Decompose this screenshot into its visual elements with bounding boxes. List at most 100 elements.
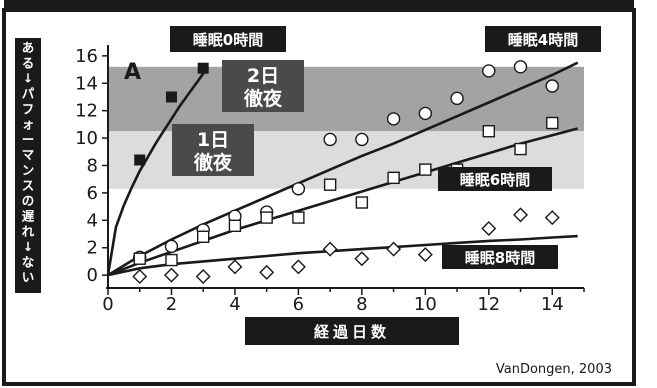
- data-point: [197, 62, 209, 74]
- points-layer: [132, 60, 560, 285]
- data-point: [418, 106, 433, 121]
- x-tick-label: 14: [541, 294, 564, 315]
- data-point: [259, 264, 275, 280]
- data-point: [355, 196, 369, 209]
- y-tick-label: 12: [75, 101, 98, 122]
- xlabel-box: [245, 317, 459, 345]
- series-badge: [170, 26, 286, 52]
- data-point: [196, 230, 210, 243]
- x-tick-label: 0: [102, 294, 113, 315]
- data-point: [164, 239, 179, 254]
- y-tick-label: 2: [87, 238, 98, 259]
- data-point: [355, 132, 369, 147]
- band-label-box: [172, 124, 254, 176]
- y-axis-label-char: ォ: [22, 117, 35, 132]
- data-point: [513, 207, 529, 223]
- data-point: [290, 259, 306, 275]
- band-label: 徹夜: [193, 151, 233, 174]
- y-axis-label-char: パ: [22, 86, 35, 101]
- band-two-day: [108, 66, 584, 132]
- data-point: [544, 210, 560, 226]
- y-axis-label-char: い: [22, 270, 35, 285]
- band-label: 徹夜: [243, 87, 283, 110]
- x-tick-label: 4: [229, 294, 240, 315]
- series-badge: [438, 167, 552, 191]
- y-axis-label-char: ↓: [23, 239, 33, 254]
- y-axis-label-char: ー: [22, 132, 35, 147]
- y-axis-label-char: ↓: [23, 71, 33, 86]
- series-badge: [485, 26, 601, 52]
- y-axis-label-char: フ: [22, 101, 35, 116]
- fit-line: [107, 234, 578, 277]
- band-label: 2日: [247, 65, 279, 87]
- x-tick-label: 6: [293, 294, 304, 315]
- data-point: [227, 259, 243, 275]
- data-point: [292, 211, 305, 224]
- data-point: [387, 171, 400, 185]
- data-point: [132, 269, 148, 285]
- fit-line: [106, 66, 210, 276]
- y-tick-label: 10: [75, 128, 98, 149]
- fit-lines-layer: [106, 61, 579, 277]
- y-tick-label: 8: [87, 156, 98, 177]
- data-point: [354, 251, 370, 267]
- data-point: [482, 64, 496, 78]
- fit-line: [107, 61, 579, 277]
- y-axis-label-char: れ: [22, 224, 35, 239]
- y-tick-label: 14: [75, 73, 98, 94]
- data-point: [163, 267, 179, 283]
- y-axis-label-char: の: [22, 193, 35, 208]
- data-point: [546, 116, 559, 130]
- data-point: [417, 247, 433, 263]
- x-axis-label: 経過日数: [314, 323, 390, 341]
- fit-line: [107, 127, 579, 277]
- x-tick-label: 2: [166, 294, 177, 315]
- band-label: 1日: [197, 129, 229, 151]
- x-tick-label: 12: [477, 294, 500, 315]
- y-axis-label-char: 遅: [22, 208, 35, 223]
- data-point: [386, 241, 402, 257]
- series-badge-label: 睡眠6時間: [460, 171, 530, 189]
- data-point: [545, 79, 559, 93]
- data-point: [133, 252, 146, 265]
- series-badge-label: 睡眠4時間: [508, 31, 578, 49]
- y-tick-label: 0: [87, 265, 98, 286]
- series-badge-label: 睡眠0時間: [193, 31, 263, 49]
- series-badge-label: 睡眠8時間: [465, 249, 535, 267]
- series-badge: [442, 245, 558, 269]
- data-point: [260, 211, 273, 224]
- data-point: [291, 182, 306, 196]
- data-point: [386, 112, 401, 126]
- y-axis-label-char: マ: [22, 147, 35, 162]
- band-label-box: [222, 60, 304, 112]
- y-tick-label: 4: [87, 210, 98, 231]
- data-point: [482, 125, 495, 138]
- data-point: [134, 154, 146, 166]
- data-point: [481, 221, 497, 237]
- data-point: [165, 253, 178, 267]
- data-point: [228, 219, 242, 233]
- data-point: [513, 60, 528, 74]
- y-tick-label: 16: [75, 46, 98, 67]
- y-axis-label-char: ン: [22, 163, 35, 178]
- y-axis-label-char: な: [22, 254, 35, 269]
- data-point: [195, 269, 211, 285]
- y-axis-label-char: あ: [22, 40, 35, 55]
- data-point: [323, 132, 337, 147]
- data-point: [450, 91, 464, 106]
- data-point: [323, 178, 337, 191]
- y-axis-label-char: ス: [22, 178, 35, 193]
- data-point: [419, 163, 432, 176]
- y-axis-label-char: る: [22, 55, 35, 70]
- data-point: [514, 142, 527, 156]
- axes-layer: 0 2 4 6 8 10 12 14 16 0 2 4 6 8 10 12 14: [75, 45, 585, 315]
- x-tick-label: 8: [356, 294, 367, 315]
- ylabel-box: [15, 38, 41, 293]
- y-tick-label: 6: [87, 183, 98, 204]
- top-band: [4, 0, 634, 12]
- x-tick-label: 10: [414, 294, 437, 315]
